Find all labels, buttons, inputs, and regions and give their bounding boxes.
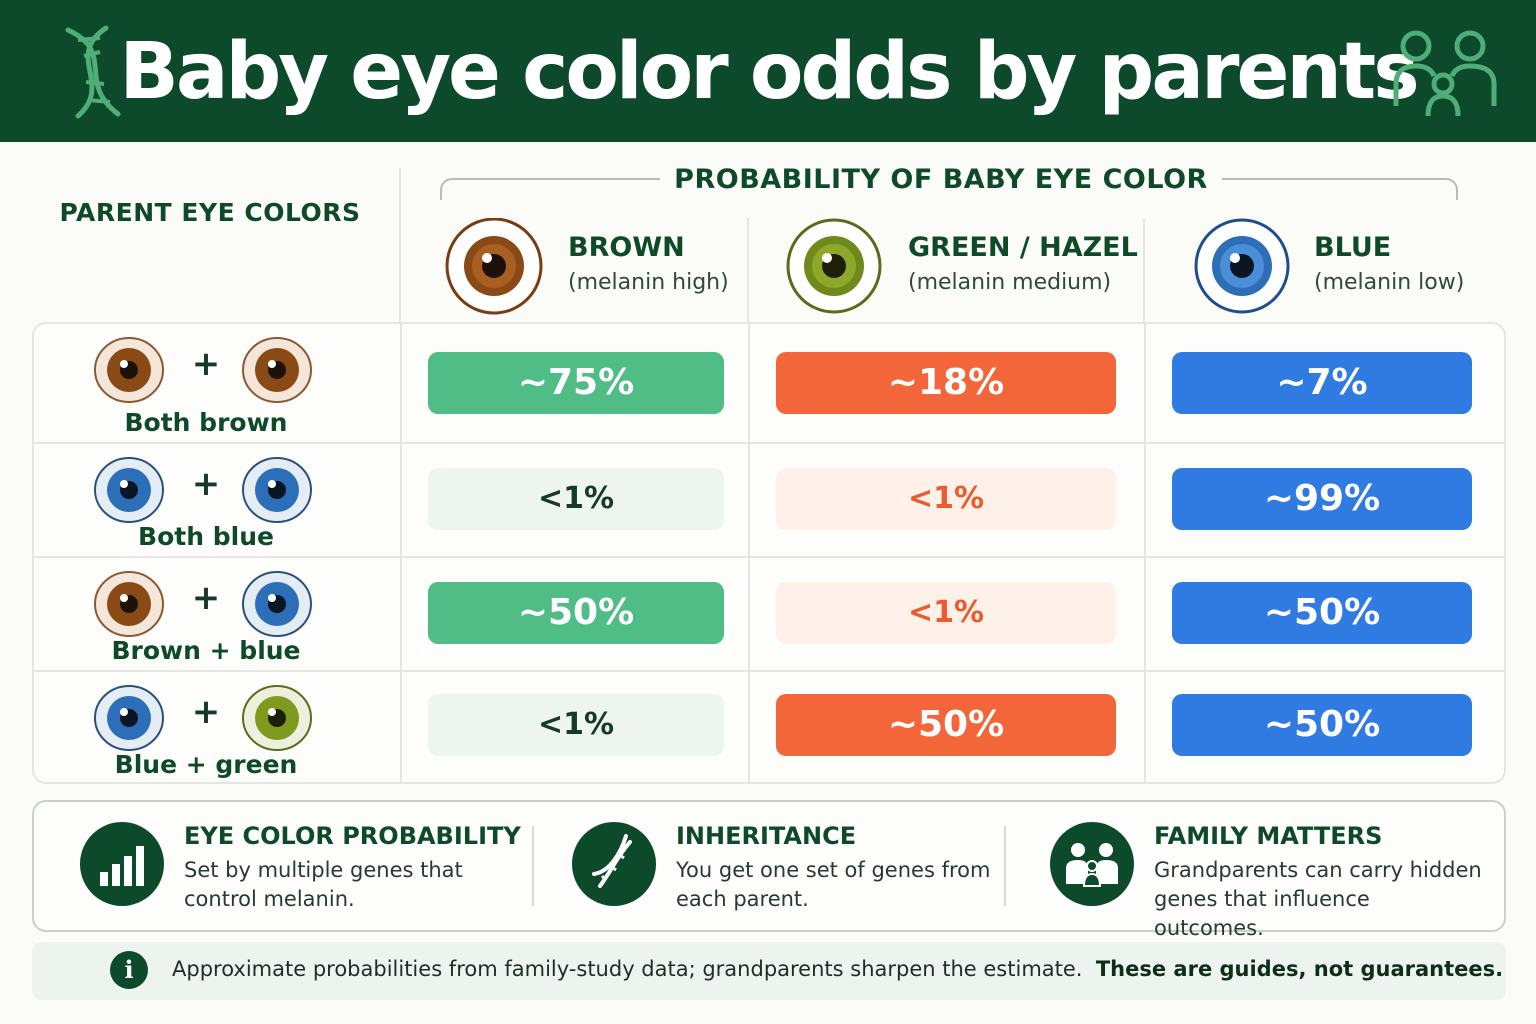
family-icon (1050, 822, 1134, 906)
column-name-green: GREEN / HAZEL (908, 232, 1138, 263)
info-text: You get one set of genes from each paren… (676, 858, 991, 911)
brown-eye-icon (94, 571, 164, 637)
probability-cell: <1% (428, 694, 724, 756)
column-header-green: GREEN / HAZEL (melanin medium) (786, 218, 1138, 318)
parent-pair: + Both blue (34, 444, 400, 556)
probability-cell: ~50% (428, 582, 724, 644)
column-name-brown: BROWN (568, 232, 685, 263)
probability-cell: ~7% (1172, 352, 1472, 414)
header-banner: Baby eye color odds by parents (0, 0, 1536, 142)
table-row: + Brown + blue ~50% <1% ~50% (34, 558, 1504, 670)
info-text: Grandparents can carry hidden genes that… (1154, 858, 1482, 940)
green-eye-icon (242, 685, 312, 751)
parent-pair: + Both brown (34, 324, 400, 442)
column-sub-green: (melanin medium) (908, 270, 1112, 295)
table-row: + Both blue <1% <1% ~99% (34, 444, 1504, 556)
info-item-family: FAMILY MATTERS Grandparents can carry hi… (1050, 802, 1490, 940)
divider (34, 442, 1504, 444)
brown-eye-icon (242, 337, 312, 403)
bar-chart-icon (80, 822, 164, 906)
blue-eye-icon (242, 457, 312, 523)
brown-eye-icon (445, 218, 543, 315)
parent-pair-label: Both brown (124, 408, 288, 437)
probability-cell: <1% (776, 468, 1116, 530)
divider (34, 556, 1504, 558)
info-text: Set by multiple genes that control melan… (184, 858, 463, 911)
dna-icon (572, 822, 656, 906)
info-heading: EYE COLOR PROBABILITY (184, 822, 521, 850)
parent-eye-colors-heading: PARENT EYE COLORS (59, 198, 361, 227)
info-panel: EYE COLOR PROBABILITY Set by multiple ge… (32, 800, 1506, 940)
plus-sign: + (191, 464, 221, 504)
column-header-brown: BROWN (melanin high) (444, 218, 734, 318)
blue-eye-icon (1194, 218, 1290, 314)
info-heading: FAMILY MATTERS (1154, 822, 1383, 850)
parent-pair: + Brown + blue (34, 558, 400, 670)
column-sub-brown: (melanin high) (568, 270, 729, 295)
green-eye-icon (786, 218, 882, 314)
column-header-blue: BLUE (melanin low) (1192, 218, 1492, 318)
blue-eye-icon (242, 571, 312, 637)
divider (748, 324, 750, 782)
dna-icon (65, 25, 121, 119)
divider (399, 168, 401, 322)
probability-heading: PROBABILITY OF BABY EYE COLOR (660, 164, 1222, 196)
probability-cell: <1% (776, 582, 1116, 644)
parent-pair-label: Both blue (138, 522, 274, 551)
probability-table: + Both brown ~75% ~18% ~7% + Both blue <… (32, 322, 1506, 784)
probability-cell: ~75% (428, 352, 724, 414)
note-emphasis: These are guides, not guarantees. (1095, 957, 1504, 981)
plus-sign: + (191, 344, 221, 384)
parent-pair-label: Brown + blue (111, 636, 301, 665)
plus-sign: + (191, 692, 221, 732)
brown-eye-icon (94, 337, 164, 403)
divider (1004, 826, 1006, 906)
probability-cell: ~99% (1172, 468, 1472, 530)
divider (532, 826, 534, 906)
probability-cell: ~50% (776, 694, 1116, 756)
family-icon (1393, 30, 1497, 117)
blue-eye-icon (94, 457, 164, 523)
info-icon: i (110, 951, 148, 989)
info-item-inheritance: INHERITANCE You get one set of genes fro… (572, 802, 1012, 930)
probability-cell: ~50% (1172, 582, 1472, 644)
info-item-probability: EYE COLOR PROBABILITY Set by multiple ge… (80, 802, 521, 930)
parent-pair: + Blue + green (34, 672, 400, 782)
plus-sign: + (191, 578, 221, 618)
note-text: Approximate probabilities from family-st… (172, 957, 1503, 981)
column-sub-blue: (melanin low) (1314, 270, 1465, 295)
divider (747, 218, 749, 322)
probability-cell: ~50% (1172, 694, 1472, 756)
page-title: Baby eye color odds by parents (119, 27, 1419, 117)
blue-eye-icon (94, 685, 164, 751)
divider (34, 670, 1504, 672)
divider (1143, 218, 1145, 322)
divider (400, 324, 402, 782)
divider (1144, 324, 1146, 782)
probability-cell: <1% (428, 468, 724, 530)
footer-note: i Approximate probabilities from family-… (32, 942, 1506, 1000)
probability-cell: ~18% (776, 352, 1116, 414)
info-heading: INHERITANCE (676, 822, 857, 850)
column-name-blue: BLUE (1314, 232, 1392, 263)
parent-pair-label: Blue + green (114, 750, 298, 779)
note-body: Approximate probabilities from family-st… (172, 957, 1083, 981)
table-row: + Blue + green <1% ~50% ~50% (34, 672, 1504, 782)
table-row: + Both brown ~75% ~18% ~7% (34, 324, 1504, 442)
